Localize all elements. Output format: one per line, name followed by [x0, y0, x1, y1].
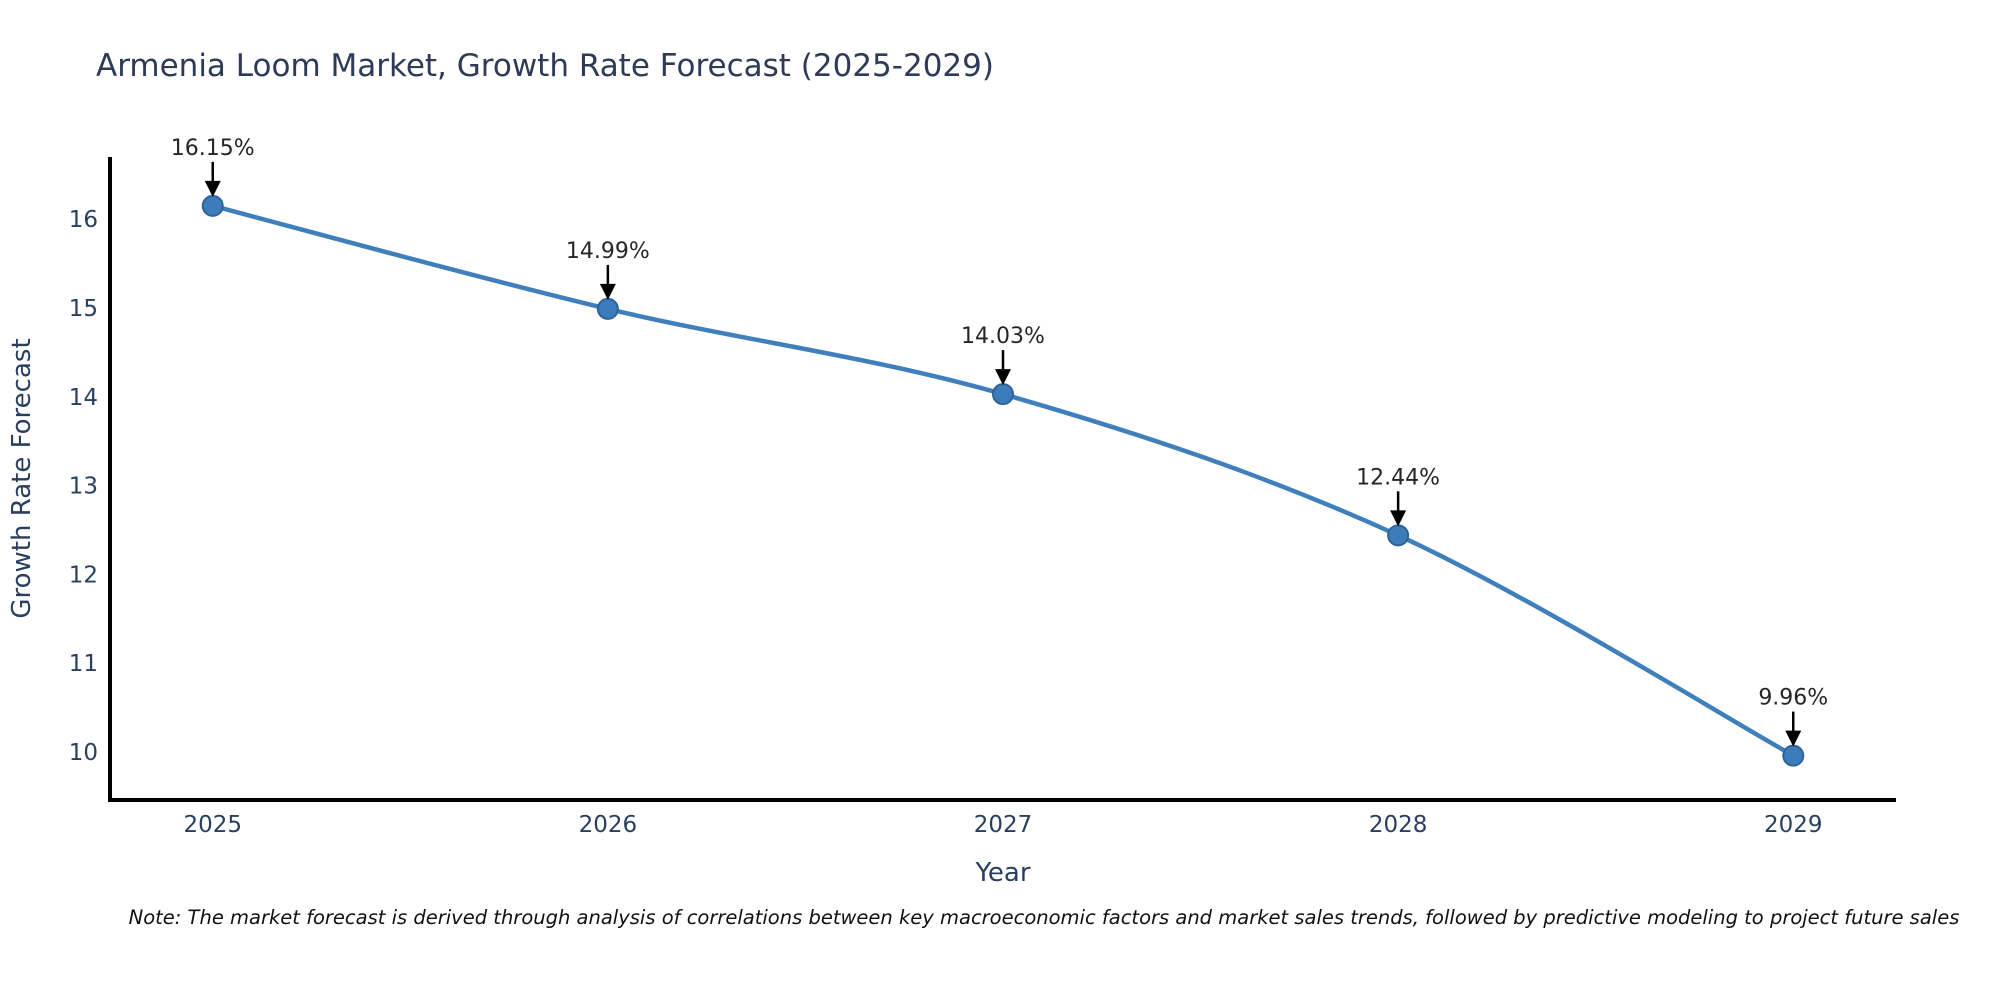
- annotation-label: 9.96%: [1758, 686, 1828, 711]
- annotation-arrowhead-icon: [204, 180, 221, 197]
- x-axis-title: Year: [974, 858, 1030, 888]
- y-axis-title: Growth Rate Forecast: [7, 338, 37, 618]
- annotation-label: 14.99%: [566, 239, 650, 264]
- y-tick-label: 11: [69, 651, 98, 677]
- y-tick-label: 12: [69, 562, 98, 588]
- y-tick-label: 15: [69, 296, 98, 322]
- y-tick-label: 13: [69, 474, 98, 500]
- y-tick-label: 16: [69, 207, 98, 233]
- annotation-label: 14.03%: [961, 324, 1045, 349]
- data-point-marker: [596, 297, 619, 320]
- annotation-arrowhead-icon: [599, 283, 616, 300]
- forecast-line: [210, 203, 1796, 758]
- x-tick-label: 2026: [579, 812, 638, 838]
- data-point-marker: [992, 383, 1014, 406]
- chart-title: Armenia Loom Market, Growth Rate Forecas…: [96, 48, 994, 84]
- y-tick-label: 10: [69, 740, 98, 766]
- annotation-arrowhead-icon: [1785, 730, 1802, 747]
- y-tick-label: 14: [69, 385, 98, 411]
- x-tick-label: 2028: [1369, 812, 1428, 838]
- x-tick-label: 2025: [183, 812, 242, 838]
- annotation-arrowhead-icon: [995, 369, 1011, 386]
- annotation-arrowhead-icon: [1390, 510, 1407, 527]
- data-point-marker: [1387, 524, 1410, 547]
- x-tick-label: 2027: [974, 812, 1033, 838]
- x-tick-label: 2029: [1764, 812, 1823, 838]
- data-point-marker: [201, 194, 224, 217]
- data-point-marker: [1782, 744, 1805, 767]
- annotation-label: 16.15%: [171, 136, 255, 161]
- annotation-label: 12.44%: [1356, 465, 1440, 490]
- chart-footnote: Note: The market forecast is derived thr…: [128, 906, 1960, 929]
